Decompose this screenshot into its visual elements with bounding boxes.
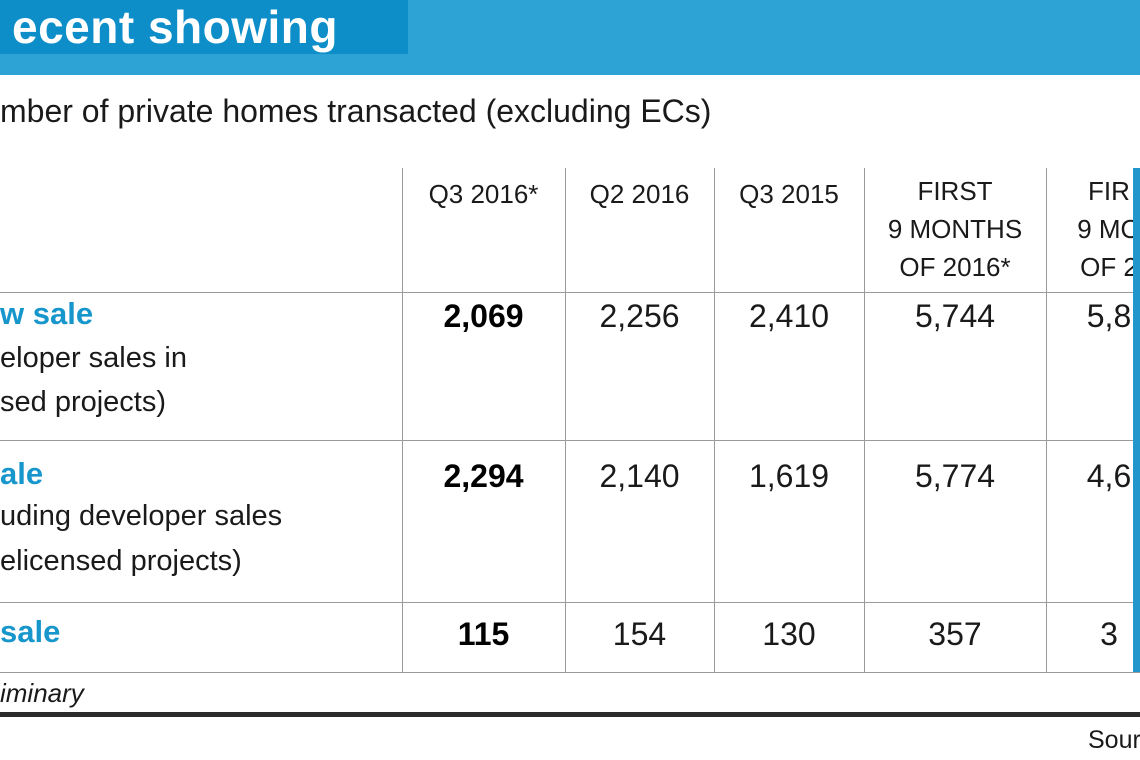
- col-header-line: OF 2: [1080, 252, 1138, 282]
- cell-value: 5,744: [914, 298, 996, 334]
- row-sublabel: sed projects): [0, 386, 167, 418]
- column-divider: [565, 168, 566, 672]
- bottom-rule: [0, 712, 1140, 717]
- title-banner: ecent showing: [0, 0, 408, 54]
- col-header-first9-2016: FIRST 9 MONTHS OF 2016*: [864, 172, 1046, 286]
- cell-value: 2,410: [748, 298, 830, 334]
- cell-value: 130: [762, 616, 816, 652]
- column-divider: [864, 168, 865, 672]
- row-label-subsale: sale: [0, 614, 61, 649]
- row-divider: [0, 602, 1140, 603]
- row-divider: [0, 440, 1140, 441]
- col-header-line: OF 2016*: [899, 252, 1011, 282]
- cell-value: 1,619: [748, 458, 830, 494]
- row-divider: [0, 672, 1140, 673]
- footnote: iminary: [0, 678, 84, 708]
- cell-value: 154: [612, 616, 667, 652]
- col-header-q3-2015: Q3 2015: [739, 179, 839, 209]
- row-sublabel: eloper sales in: [0, 342, 187, 374]
- cell-value: 2,140: [599, 458, 680, 494]
- cell-value: 115: [457, 616, 510, 652]
- col-header-first9-cut: FIR 9 MO OF 2: [1062, 172, 1140, 286]
- row-sublabel: elicensed projects): [0, 545, 242, 577]
- col-header-q3-2016: Q3 2016*: [428, 179, 539, 209]
- cell-value: 4,6: [1086, 458, 1132, 494]
- cell-value: 2,294: [443, 458, 524, 494]
- cell-value: 3: [1100, 616, 1118, 652]
- chart-subtitle: mber of private homes transacted (exclud…: [0, 93, 712, 129]
- row-label-new-sale: w sale: [0, 296, 94, 331]
- right-edge-accent: [1133, 168, 1140, 672]
- cell-value: 2,069: [443, 298, 524, 334]
- row-label-resale: ale: [0, 456, 44, 491]
- cell-value: 2,256: [599, 298, 680, 334]
- cell-value: 357: [928, 616, 982, 652]
- page-title: ecent showing: [12, 1, 338, 53]
- source-credit: Sour: [1088, 726, 1140, 754]
- cell-value: 5,774: [914, 458, 996, 494]
- column-divider: [714, 168, 715, 672]
- col-header-line: FIR: [1088, 176, 1130, 206]
- column-divider: [402, 168, 403, 672]
- row-divider: [0, 292, 1140, 293]
- col-header-line: FIRST: [917, 176, 993, 206]
- cell-value: 5,8: [1086, 298, 1132, 334]
- col-header-line: 9 MO: [1077, 214, 1140, 244]
- col-header-line: 9 MONTHS: [887, 214, 1023, 244]
- col-header-q2-2016: Q2 2016: [589, 179, 690, 209]
- column-divider: [1046, 168, 1047, 672]
- row-sublabel: uding developer sales: [0, 500, 283, 532]
